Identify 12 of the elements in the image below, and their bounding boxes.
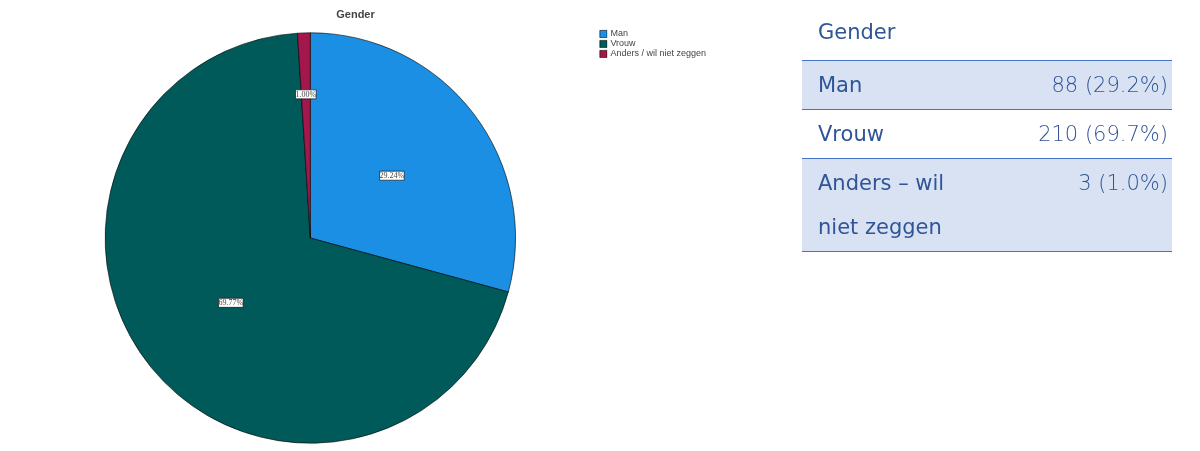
row-shade: Vrouw 210 (69.7%) bbox=[802, 109, 1172, 159]
data-label: 29.24% bbox=[379, 171, 405, 181]
chart-title: Gender bbox=[336, 7, 376, 20]
legend-label: Man bbox=[610, 28, 629, 38]
data-label: 1.00% bbox=[295, 89, 317, 99]
category-label: Vrouw bbox=[817, 121, 885, 148]
data-label: 69.77% bbox=[218, 298, 244, 308]
legend-label: Anders / wil niet zeggen bbox=[610, 48, 706, 58]
legend-label: Vrouw bbox=[610, 38, 636, 48]
category-label: Anders – wil niet zeggen bbox=[817, 170, 946, 241]
category-label: Man bbox=[817, 72, 864, 99]
text: Gender bbox=[817, 19, 897, 46]
